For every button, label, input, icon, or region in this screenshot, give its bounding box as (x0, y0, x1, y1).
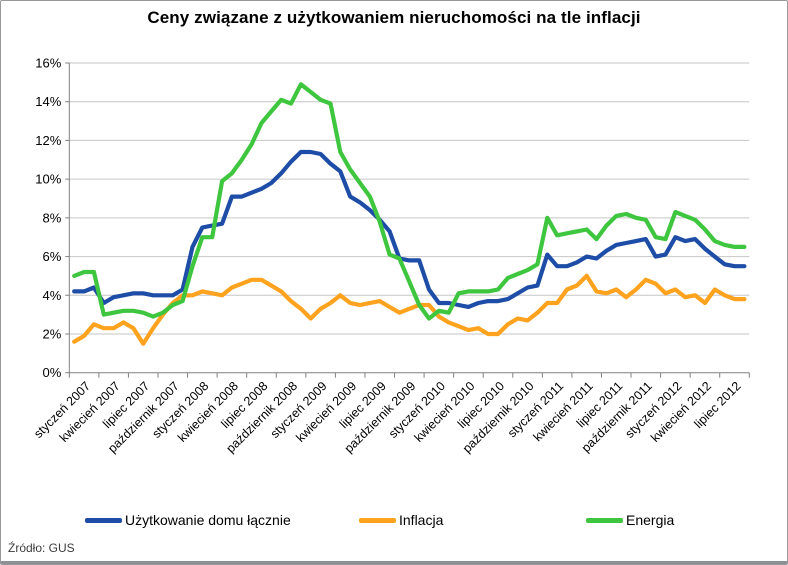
legend-swatch-orange-line (359, 517, 396, 523)
source-note: Źródło: GUS (8, 541, 75, 555)
line-chart-plot-area: 0% 2% 4% 6% 8% 10% 12% 14% 16% styczeń 2007kwieci… (31, 56, 750, 456)
legend-item-inflacja: Inflacja (359, 509, 443, 531)
window-bottom-edge (1, 561, 787, 564)
y-tick-label: 6% (43, 249, 62, 264)
legend-item-uzytkowanie: Użytkowanie domu łącznie (85, 509, 291, 531)
y-tick-label: 10% (35, 172, 61, 187)
y-tick-label: 4% (43, 288, 62, 303)
chart-legend: Użytkowanie domu łącznie Inflacja Energi… (1, 509, 787, 535)
y-tick-label: 12% (35, 133, 61, 148)
legend-item-energia: Energia (586, 509, 674, 531)
y-tick-label: 8% (43, 210, 62, 225)
series-line-uzytkowanie (72, 149, 747, 309)
y-tick-label: 16% (35, 56, 61, 71)
y-tick-label: 0% (43, 365, 62, 380)
legend-label: Użytkowanie domu łącznie (125, 512, 291, 528)
chart-title: Ceny związane z użytkowaniem nieruchomoś… (147, 8, 641, 27)
x-axis-ticks (68, 372, 750, 378)
legend-label: Inflacja (399, 512, 444, 528)
legend-label: Energia (626, 512, 675, 528)
legend-swatch-blue-line (85, 517, 122, 523)
series-line-energia (72, 82, 747, 321)
y-tick-label: 2% (43, 326, 62, 341)
y-tick-label: 14% (35, 94, 61, 109)
legend-swatch-green-line (586, 517, 623, 523)
y-axis-tick-labels: 0% 2% 4% 6% 8% 10% 12% 14% 16% (35, 56, 70, 380)
